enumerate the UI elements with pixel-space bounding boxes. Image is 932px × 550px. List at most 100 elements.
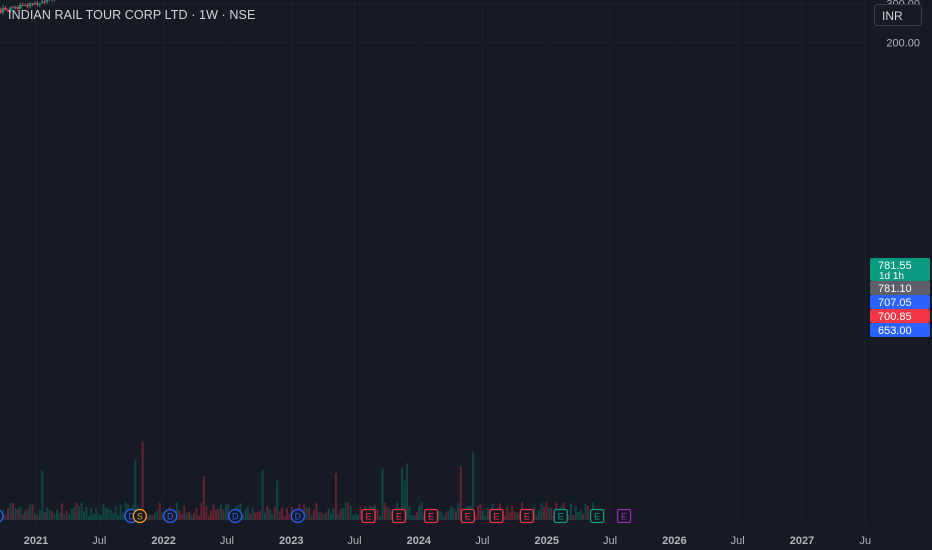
event-marker-label: E — [493, 512, 499, 522]
volume-bar — [114, 506, 117, 520]
candle-body — [38, 3, 42, 5]
volume-bar — [119, 504, 122, 520]
volume-bar — [268, 509, 271, 520]
volume-bar — [513, 511, 516, 520]
volume-bar — [533, 506, 536, 520]
volume-bar — [31, 503, 34, 520]
event-marker-label: E — [621, 512, 627, 522]
volume-bar — [178, 510, 181, 520]
volume-bar — [75, 502, 78, 520]
volume-bar — [117, 514, 120, 520]
volume-bar — [104, 507, 107, 520]
volume-bar — [180, 513, 183, 520]
volume-bar — [200, 503, 203, 520]
volume-bar — [337, 514, 340, 520]
volume-bar — [87, 515, 90, 520]
volume-bar — [124, 502, 127, 520]
volume-bar — [78, 506, 81, 520]
volume-bar — [276, 480, 279, 520]
volume-bar — [109, 509, 112, 520]
volume-bar — [359, 506, 362, 520]
candle-body — [41, 1, 44, 4]
volume-bar — [577, 512, 580, 520]
volume-bar — [401, 467, 404, 520]
candle-body — [28, 3, 32, 7]
volume-bar — [386, 506, 389, 520]
volume-bar — [19, 506, 22, 520]
x-tick-label: Jul — [92, 535, 106, 547]
volume-bar — [535, 515, 538, 520]
candle-body — [16, 6, 20, 9]
volume-bar — [320, 512, 323, 520]
volume-bar — [68, 514, 71, 520]
currency-button[interactable]: INR — [874, 4, 922, 26]
volume-bar — [185, 513, 188, 520]
x-tick-label: 2025 — [535, 535, 559, 547]
price-label-box-last — [870, 258, 930, 281]
volume-bar — [122, 512, 125, 520]
volume-bar — [567, 514, 570, 520]
volume-bar — [325, 512, 328, 520]
candle-body — [6, 9, 10, 12]
volume-bar — [322, 514, 325, 520]
volume-bar — [95, 508, 98, 520]
x-tick-label: 2022 — [151, 535, 175, 547]
volume-bar — [55, 509, 58, 520]
volume-bar — [545, 502, 548, 520]
volume-bar — [246, 506, 249, 520]
volume-bar — [197, 515, 200, 520]
event-marker-label: E — [396, 512, 402, 522]
x-tick-label: 2026 — [662, 535, 686, 547]
candle-body — [14, 6, 17, 8]
candle-body — [45, 0, 49, 2]
event-marker-label: D — [167, 512, 174, 522]
volume-bar — [73, 506, 76, 520]
volume-bar — [202, 475, 205, 520]
volume-bar — [452, 508, 455, 520]
x-tick-label: Jul — [731, 535, 745, 547]
volume-bar — [60, 503, 63, 520]
volume-bar — [141, 441, 144, 520]
volume-bar — [476, 505, 479, 520]
volume-bar — [33, 513, 36, 520]
volume-bar — [188, 512, 191, 520]
volume-bar — [547, 507, 550, 520]
volume-bar — [48, 509, 51, 520]
volume-bar — [572, 514, 575, 520]
y-tick-label: 200.00 — [886, 37, 920, 49]
event-marker-label: E — [594, 512, 600, 522]
volume-bar — [102, 503, 105, 520]
volume-bar — [339, 509, 342, 520]
volume-bar — [63, 513, 66, 520]
volume-bar — [579, 509, 582, 520]
x-tick-label: Jul — [220, 535, 234, 547]
volume-bar — [7, 507, 10, 520]
volume-bar — [134, 459, 137, 520]
x-tick-label: 2024 — [407, 535, 432, 547]
volume-bar — [271, 514, 274, 520]
volume-bar — [354, 513, 357, 520]
price-label-prev-box — [870, 281, 930, 295]
volume-bar — [58, 513, 61, 520]
event-marker-dividend — [290, 508, 306, 524]
volume-bar — [80, 502, 83, 520]
volume-bar — [273, 506, 276, 520]
volume-bar — [327, 508, 330, 520]
volume-bar — [82, 511, 85, 520]
candle-body — [11, 7, 15, 9]
volume-bar — [481, 509, 484, 520]
volume-bar — [53, 514, 56, 520]
volume-bar — [584, 503, 587, 520]
volume-bar — [582, 513, 585, 520]
event-marker-label: S — [137, 512, 143, 522]
event-marker-earnings — [460, 508, 475, 524]
volume-bar — [249, 513, 252, 520]
volume-bar — [241, 514, 244, 520]
volume-bar — [587, 505, 590, 520]
volume-bar — [4, 514, 7, 520]
volume-bar — [92, 513, 95, 520]
volume-bar — [356, 514, 359, 520]
volume-bar — [11, 502, 14, 520]
